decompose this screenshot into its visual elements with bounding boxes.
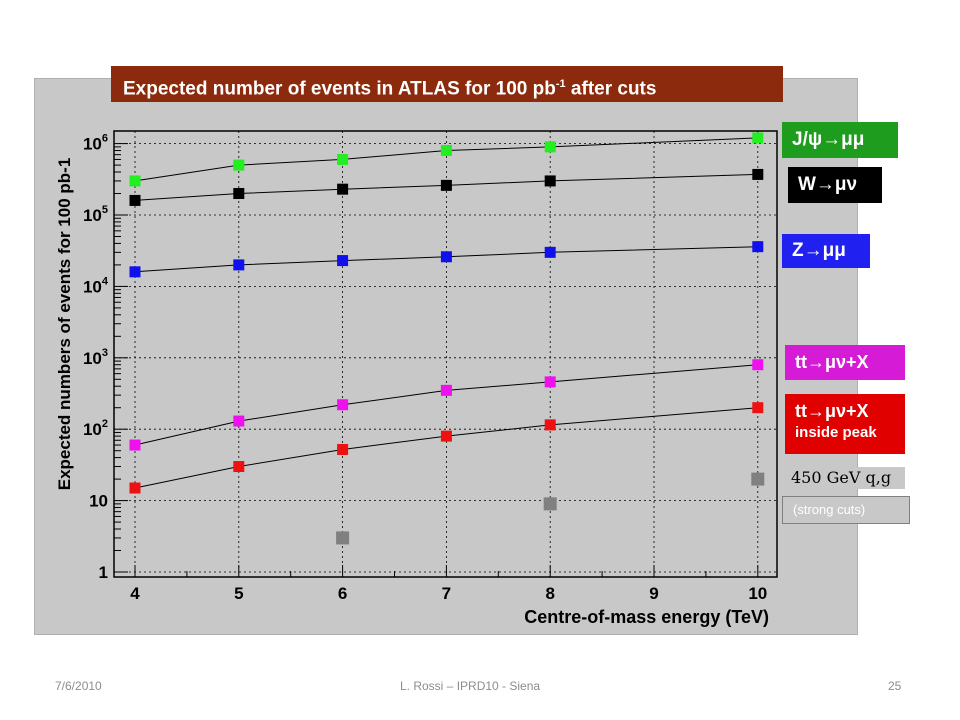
data-point-series-0: [337, 153, 349, 165]
legend-w: W→μν: [788, 167, 882, 203]
chart-title: Expected number of events in ATLAS for 1…: [111, 66, 783, 102]
x-tick-labels: 4 5 6 7 8 9 10: [130, 584, 767, 603]
grid-lines: [114, 131, 777, 577]
data-markers: [129, 132, 765, 545]
data-point-series-0: [440, 145, 452, 157]
data-point-series-4: [752, 402, 764, 414]
y-tick-label-1: 10: [89, 492, 108, 511]
y-tick-label-3: 103: [83, 347, 108, 368]
x-tick-label-7: 7: [442, 584, 451, 603]
data-point-series-4: [129, 482, 141, 494]
legend-ttbar: tt→μν+X: [785, 345, 905, 380]
footer-page-number: 25: [888, 679, 902, 693]
x-tick-label-4: 4: [130, 584, 140, 603]
footer-date: 7/6/2010: [55, 679, 102, 693]
data-point-series-0: [752, 132, 764, 144]
fit-line-series-2: [134, 246, 758, 273]
legend-z: Z→μμ: [782, 234, 870, 268]
axis-ticks: [114, 143, 759, 577]
y-tick-label-6: 106: [83, 133, 108, 154]
fit-lines: [134, 137, 758, 489]
legend-qg: 450 GeV q,g: [787, 467, 905, 489]
x-tick-label-10: 10: [748, 584, 767, 603]
data-point-series-0: [544, 141, 556, 153]
footer-presenter: L. Rossi – IPRD10 - Siena: [400, 679, 541, 693]
data-point-series-2: [337, 255, 349, 267]
data-point-series-1: [129, 194, 141, 206]
data-point-series-3: [544, 376, 556, 388]
plot-frame: [113, 130, 778, 578]
data-point-series-5: [751, 472, 765, 486]
data-point-series-5: [543, 497, 557, 511]
x-axis-title: Centre-of-mass energy (TeV): [524, 607, 769, 627]
y-axis-title: Expected numbers of events for 100 pb-1: [55, 158, 74, 491]
data-point-series-0: [233, 159, 245, 171]
data-point-series-2: [440, 251, 452, 263]
y-tick-labels: 1 10 102 103 104 105 106: [83, 133, 109, 582]
x-tick-label-5: 5: [234, 584, 243, 603]
data-point-series-0: [129, 175, 141, 187]
data-point-series-2: [233, 259, 245, 271]
y-tick-label-5: 105: [83, 204, 108, 225]
data-point-series-4: [233, 461, 245, 473]
data-point-series-3: [752, 359, 764, 371]
data-point-series-3: [233, 415, 245, 427]
data-point-series-1: [752, 168, 764, 180]
y-tick-label-2: 102: [83, 418, 108, 439]
fit-line-series-0: [134, 137, 758, 182]
data-point-series-1: [544, 175, 556, 187]
data-point-series-4: [440, 430, 452, 442]
legend-ttbar-peak-line1: tt→μν+X: [795, 401, 869, 421]
data-point-series-3: [440, 384, 452, 396]
x-tick-label-6: 6: [338, 584, 347, 603]
y-tick-label-0: 1: [99, 563, 108, 582]
legend-ttbar-peak-line2: inside peak: [795, 424, 877, 441]
x-tick-label-8: 8: [545, 584, 554, 603]
data-point-series-2: [129, 266, 141, 278]
legend-jpsi: J/ψ→μμ: [782, 122, 898, 158]
data-point-series-1: [337, 183, 349, 195]
data-point-series-5: [336, 531, 350, 545]
fit-line-series-4: [134, 407, 758, 489]
data-point-series-4: [544, 419, 556, 431]
fit-line-series-1: [134, 173, 758, 201]
data-point-series-3: [129, 439, 141, 451]
data-point-series-2: [752, 241, 764, 253]
x-tick-label-9: 9: [649, 584, 658, 603]
data-point-series-3: [337, 399, 349, 411]
y-tick-label-4: 104: [83, 275, 109, 296]
data-point-series-4: [337, 443, 349, 455]
data-point-series-1: [233, 188, 245, 200]
data-point-series-2: [544, 246, 556, 258]
legend-strong-cuts: (strong cuts): [782, 496, 910, 524]
legend-ttbar-peak: tt→μν+X inside peak: [785, 394, 905, 454]
data-point-series-1: [440, 179, 452, 191]
fit-line-series-3: [134, 364, 758, 446]
